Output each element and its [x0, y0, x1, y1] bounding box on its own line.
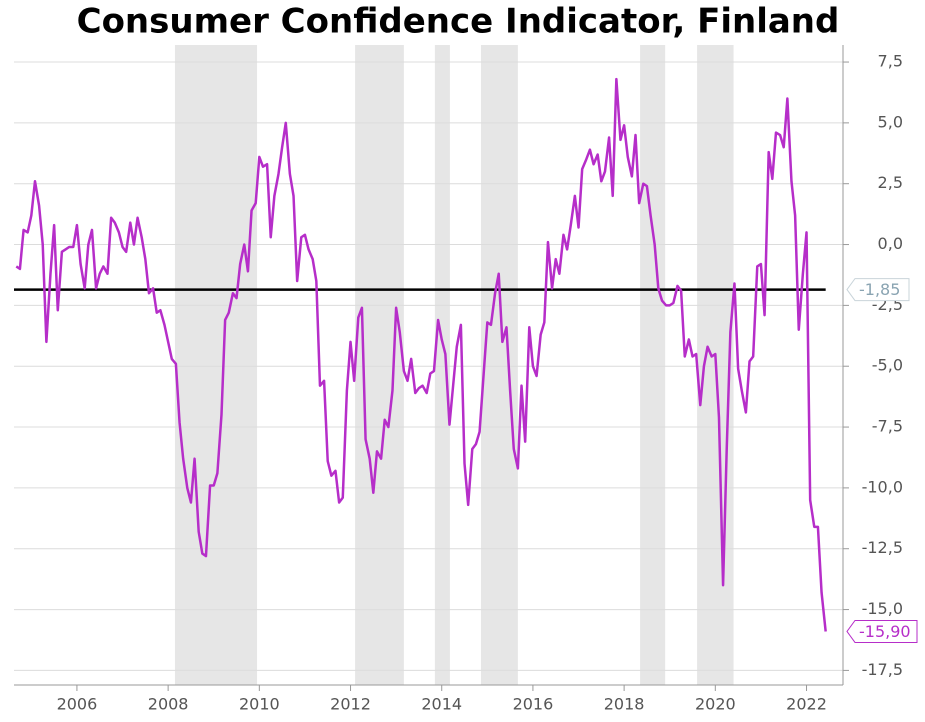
y-tick-label: -17,5 [862, 660, 903, 679]
y-tick-label: -12,5 [862, 538, 903, 557]
x-tick-label: 2020 [695, 695, 736, 714]
x-tick-label: 2016 [513, 695, 554, 714]
data-line [15, 77, 827, 632]
y-tick-label: -7,5 [872, 417, 903, 436]
end-label: -15,90 [859, 622, 911, 641]
chart-title: Consumer Confidence Indicator, Finland [77, 2, 840, 42]
reference-label-box [846, 278, 910, 302]
x-tick-label: 2012 [330, 695, 371, 714]
y-tick-label: 0,0 [878, 234, 903, 253]
x-tick-label: 2022 [786, 695, 827, 714]
x-tick-label: 2008 [148, 695, 189, 714]
x-tick-label: 2010 [239, 695, 280, 714]
y-tick-label: -5,0 [872, 356, 903, 375]
y-tick-label: -15,0 [862, 599, 903, 618]
shaded-period [480, 45, 518, 685]
shaded-period [174, 45, 258, 685]
reference-label: -1,85 [859, 280, 900, 299]
shaded-period [434, 45, 450, 685]
shaded-period [640, 45, 666, 685]
x-tick-label: 2018 [604, 695, 645, 714]
end-label-box [846, 619, 918, 643]
y-tick-label: 5,0 [878, 112, 903, 131]
y-tick-label: 2,5 [878, 173, 903, 192]
y-tick-label: -10,0 [862, 477, 903, 496]
y-tick-label: 7,5 [878, 52, 903, 71]
x-tick-label: 2006 [57, 695, 98, 714]
x-tick-label: 2014 [421, 695, 462, 714]
